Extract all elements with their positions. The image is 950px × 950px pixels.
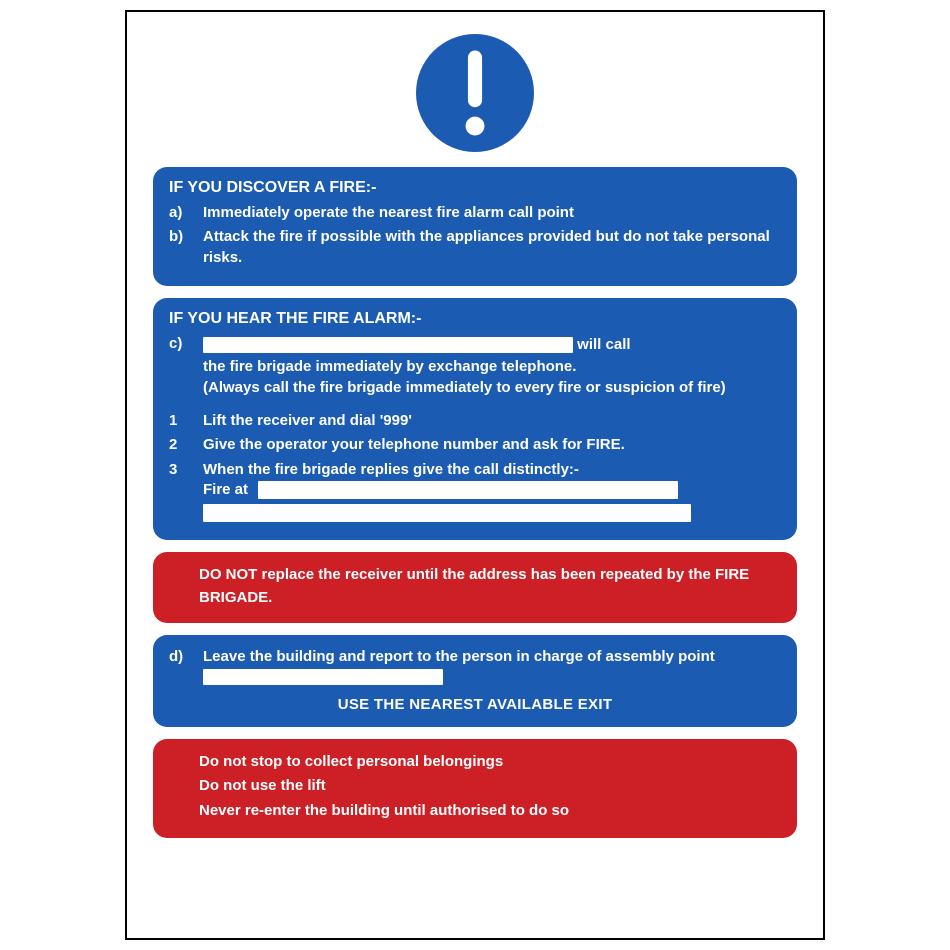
- item-text: Immediately operate the nearest fire ala…: [203, 203, 781, 223]
- panel-do-not-replace: DO NOT replace the receiver until the ad…: [153, 552, 797, 623]
- c-line2: the fire brigade immediately by exchange…: [203, 358, 576, 375]
- panel-leave-building: d) Leave the building and report to the …: [153, 635, 797, 727]
- blank-fire-at-1: [258, 481, 678, 499]
- panel-hear-alarm: IF YOU HEAR THE FIRE ALARM:- c) will cal…: [153, 298, 797, 540]
- fire-safety-sign: IF YOU DISCOVER A FIRE:- a) Immediately …: [125, 10, 825, 940]
- item-text: Give the operator your telephone number …: [203, 435, 781, 455]
- mandatory-exclamation-icon: [416, 34, 534, 157]
- item-text: Leave the building and report to the per…: [203, 647, 781, 688]
- step3-text: When the fire brigade replies give the c…: [203, 461, 579, 478]
- item-marker: d): [169, 647, 203, 688]
- panel-do-not-stop: Do not stop to collect personal belongin…: [153, 739, 797, 839]
- panel2-item-c: c) will call the fire brigade immediatel…: [169, 334, 781, 399]
- panel2-step-1: 1 Lift the receiver and dial '999': [169, 411, 781, 431]
- item-marker: b): [169, 227, 203, 268]
- panel4-footer: USE THE NEAREST AVAILABLE EXIT: [169, 696, 781, 713]
- panel1-item-b: b) Attack the fire if possible with the …: [169, 227, 781, 268]
- item-text: will call the fire brigade immediately b…: [203, 334, 781, 399]
- panel5-line-1: Do not stop to collect personal belongin…: [199, 751, 781, 774]
- item-marker: c): [169, 334, 203, 399]
- panel5-line-2: Do not use the lift: [199, 775, 781, 798]
- panel2-heading: IF YOU HEAR THE FIRE ALARM:-: [169, 310, 781, 328]
- panel-discover-fire: IF YOU DISCOVER A FIRE:- a) Immediately …: [153, 167, 797, 286]
- blank-caller-name: [203, 337, 573, 353]
- item-text: When the fire brigade replies give the c…: [203, 460, 781, 523]
- d-text-before: Leave the building and report to the per…: [203, 648, 715, 665]
- panel5-lines: Do not stop to collect personal belongin…: [169, 751, 781, 823]
- item-marker: 1: [169, 411, 203, 431]
- panel5-line-3: Never re-enter the building until author…: [199, 800, 781, 823]
- item-text: Lift the receiver and dial '999': [203, 411, 781, 431]
- panel1-heading: IF YOU DISCOVER A FIRE:-: [169, 179, 781, 197]
- panel2-step-2: 2 Give the operator your telephone numbe…: [169, 435, 781, 455]
- panel2-step-3: 3 When the fire brigade replies give the…: [169, 460, 781, 523]
- item-marker: 2: [169, 435, 203, 455]
- item-marker: a): [169, 203, 203, 223]
- panel3-text: DO NOT replace the receiver until the ad…: [169, 564, 781, 609]
- blank-assembly-point: [203, 669, 443, 685]
- c-after-blank: will call: [573, 336, 631, 353]
- panel4-item-d: d) Leave the building and report to the …: [169, 647, 781, 688]
- item-text: Attack the fire if possible with the app…: [203, 227, 781, 268]
- panel1-item-a: a) Immediately operate the nearest fire …: [169, 203, 781, 223]
- item-marker: 3: [169, 460, 203, 523]
- c-line3: (Always call the fire brigade immediatel…: [203, 379, 726, 396]
- fire-at-label: Fire at: [203, 481, 248, 498]
- blank-fire-at-2: [203, 504, 691, 522]
